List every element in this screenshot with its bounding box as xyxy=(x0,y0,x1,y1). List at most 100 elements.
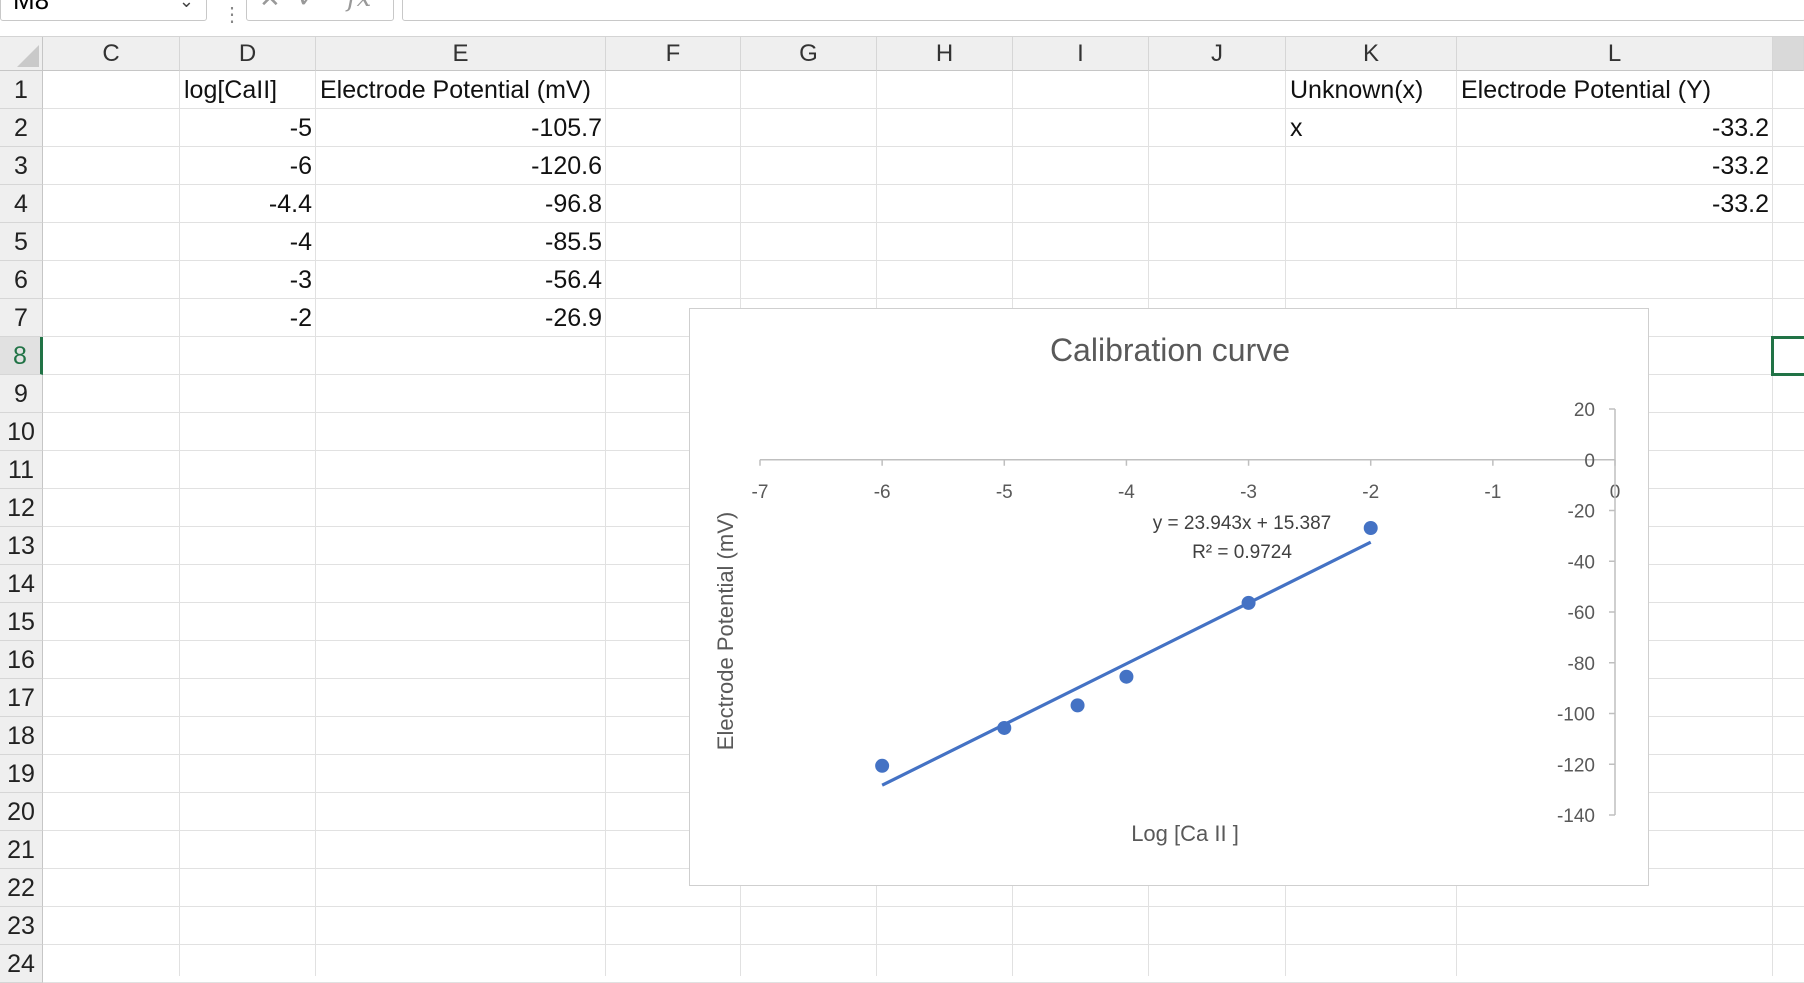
cell-l2[interactable]: -33.2 xyxy=(1712,114,1769,142)
column-header-l[interactable]: L xyxy=(1457,37,1773,71)
column-gridline xyxy=(315,71,316,976)
cell-e1[interactable]: Electrode Potential (mV) xyxy=(320,76,591,104)
cell-e3[interactable]: -120.6 xyxy=(531,152,602,180)
cell-d2[interactable]: -5 xyxy=(289,114,312,142)
select-all-corner[interactable] xyxy=(0,37,43,71)
cell-d7[interactable]: -2 xyxy=(289,304,312,332)
column-header-h[interactable]: H xyxy=(877,37,1013,71)
x-tick-label: -3 xyxy=(1240,482,1257,503)
row-header-11[interactable]: 11 xyxy=(0,451,43,489)
y-tick-label: -60 xyxy=(1568,603,1595,624)
column-header-m[interactable] xyxy=(1773,37,1804,71)
row-header-13[interactable]: 13 xyxy=(0,527,43,565)
row-header-23[interactable]: 23 xyxy=(0,907,43,945)
cell-e4[interactable]: -96.8 xyxy=(545,190,602,218)
column-header-g[interactable]: G xyxy=(741,37,877,71)
chevron-down-icon[interactable]: ⌄ xyxy=(178,0,194,11)
y-tick-label: -40 xyxy=(1568,552,1595,573)
y-tick-label: -100 xyxy=(1557,705,1595,726)
data-point xyxy=(1119,669,1134,684)
row-gridline xyxy=(43,184,1804,185)
trendline xyxy=(881,540,1372,787)
trendline-r2-label: R² = 0.9724 xyxy=(1192,542,1292,563)
insert-function-icon[interactable]: fx xyxy=(347,0,371,13)
cell-d6[interactable]: -3 xyxy=(289,266,312,294)
column-header-e[interactable]: E xyxy=(316,37,606,71)
row-header-14[interactable]: 14 xyxy=(0,565,43,603)
row-header-19[interactable]: 19 xyxy=(0,755,43,793)
column-gridline xyxy=(1772,71,1773,976)
cell-d1[interactable]: log[CaII] xyxy=(184,76,278,104)
cell-d5[interactable]: -4 xyxy=(289,228,312,256)
cell-e6[interactable]: -56.4 xyxy=(545,266,602,294)
cell-l3[interactable]: -33.2 xyxy=(1712,152,1769,180)
row-header-20[interactable]: 20 xyxy=(0,793,43,831)
chart-title[interactable]: Calibration curve xyxy=(1050,332,1290,368)
row-header-2[interactable]: 2 xyxy=(0,109,43,147)
row-gridline xyxy=(43,298,1804,299)
cell-k2[interactable]: x xyxy=(1290,114,1303,142)
spreadsheet-grid: C D E F G H I J K L 1 2 3 4 5 6 7 8 9 10 11 12 13 14 15 16 17 18 19 2… xyxy=(0,37,1804,983)
x-tick-label: -6 xyxy=(874,482,891,503)
row-header-15[interactable]: 15 xyxy=(0,603,43,641)
x-axis-title: Log [Ca II ] xyxy=(1131,821,1239,846)
row-gridline xyxy=(43,108,1804,109)
column-header-i[interactable]: I xyxy=(1013,37,1149,71)
x-tick-label: -7 xyxy=(752,482,769,503)
column-gridline xyxy=(605,71,606,976)
formula-input[interactable] xyxy=(402,0,1804,21)
row-header-7[interactable]: 7 xyxy=(0,299,43,337)
cell-l4[interactable]: -33.2 xyxy=(1712,190,1769,218)
y-tick-label: -120 xyxy=(1557,755,1595,776)
trendline-equation-label: y = 23.943x + 15.387 xyxy=(1153,513,1332,534)
cell-e2[interactable]: -105.7 xyxy=(531,114,602,142)
calibration-chart[interactable]: Calibration curve-7-6-5-4-3-2-10200-20-4… xyxy=(689,308,1649,886)
column-header-f[interactable]: F xyxy=(606,37,741,71)
data-point xyxy=(1241,595,1256,610)
row-gridline xyxy=(43,222,1804,223)
row-header-10[interactable]: 10 xyxy=(0,413,43,451)
row-header-18[interactable]: 18 xyxy=(0,717,43,755)
cell-d4[interactable]: -4.4 xyxy=(268,190,312,218)
column-header-c[interactable]: C xyxy=(43,37,180,71)
x-tick-label: -2 xyxy=(1362,482,1379,503)
cell-d3[interactable]: -6 xyxy=(289,152,312,180)
active-cell-indicator xyxy=(1771,336,1804,376)
row-header-12[interactable]: 12 xyxy=(0,489,43,527)
row-header-3[interactable]: 3 xyxy=(0,147,43,185)
row-header-4[interactable]: 4 xyxy=(0,185,43,223)
row-header-24[interactable]: 24 xyxy=(0,945,43,983)
name-box[interactable]: M8 ⌄ xyxy=(0,0,207,21)
y-axis-title: Electrode Potential (mV) xyxy=(713,512,738,750)
row-gridline xyxy=(43,146,1804,147)
cell-k1[interactable]: Unknown(x) xyxy=(1290,76,1424,104)
row-header-9[interactable]: 9 xyxy=(0,375,43,413)
cell-e5[interactable]: -85.5 xyxy=(545,228,602,256)
x-tick-label: -4 xyxy=(1118,482,1135,503)
cell-e7[interactable]: -26.9 xyxy=(545,304,602,332)
row-header-17[interactable]: 17 xyxy=(0,679,43,717)
y-tick-label: 20 xyxy=(1574,400,1595,421)
formula-bar-buttons: ✕ ✓ fx xyxy=(246,0,394,21)
row-header-22[interactable]: 22 xyxy=(0,869,43,907)
column-header-k[interactable]: K xyxy=(1286,37,1457,71)
row-header-5[interactable]: 5 xyxy=(0,223,43,261)
row-header-16[interactable]: 16 xyxy=(0,641,43,679)
row-header-6[interactable]: 6 xyxy=(0,261,43,299)
y-tick-label: -140 xyxy=(1557,806,1595,827)
cell-l1[interactable]: Electrode Potential (Y) xyxy=(1461,76,1712,104)
row-header-1[interactable]: 1 xyxy=(0,71,43,109)
data-point xyxy=(1070,698,1085,713)
row-header-8[interactable]: 8 xyxy=(0,337,43,375)
enter-icon[interactable]: ✓ xyxy=(297,0,319,14)
column-header-j[interactable]: J xyxy=(1149,37,1286,71)
y-tick-label: -20 xyxy=(1568,502,1595,523)
cancel-icon[interactable]: ✕ xyxy=(259,0,281,14)
x-tick-label: -1 xyxy=(1484,482,1501,503)
column-header-d[interactable]: D xyxy=(180,37,316,71)
row-header-21[interactable]: 21 xyxy=(0,831,43,869)
formula-bar-grip-icon: ⋮ xyxy=(222,4,242,26)
row-gridline xyxy=(43,944,1804,945)
name-box-value: M8 xyxy=(13,0,50,15)
x-tick-label: -5 xyxy=(996,482,1013,503)
